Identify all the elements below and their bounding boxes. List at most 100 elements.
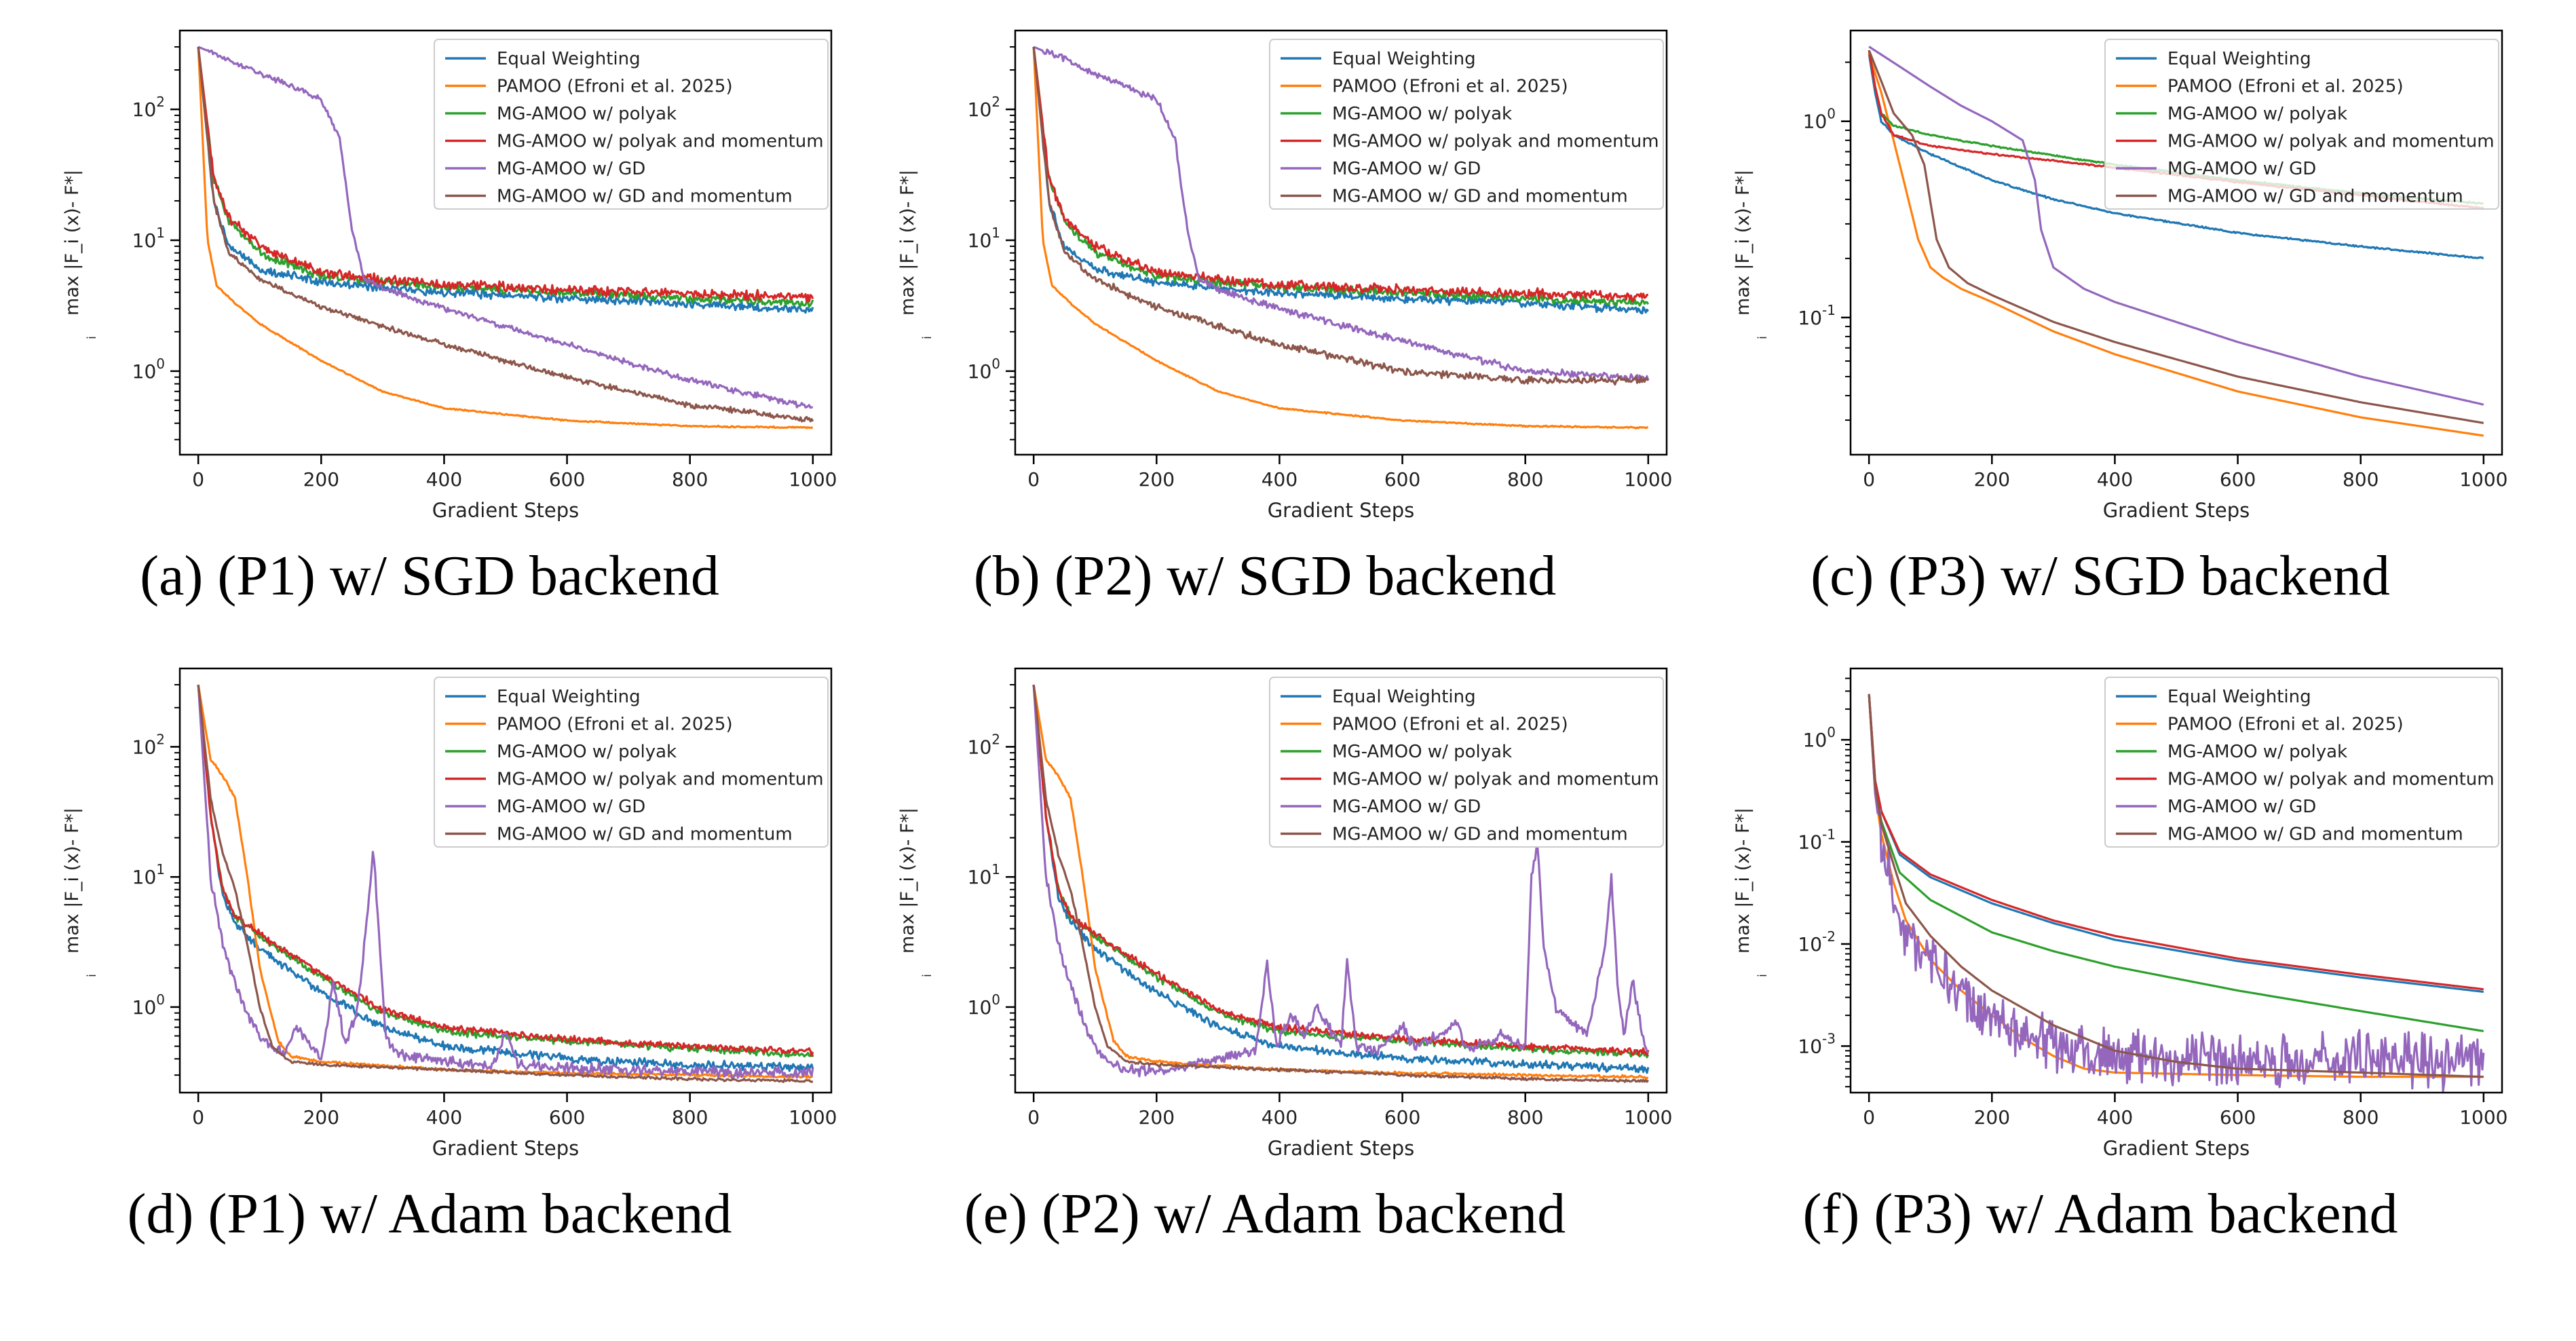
- series-line-mg-amoo-w-gd: [1868, 45, 2484, 406]
- legend-label-mg-amoo-w-polyak-and-momentum: MG-AMOO w/ polyak and momentum: [2167, 132, 2495, 152]
- x-tick-label: 400: [1262, 1106, 1298, 1129]
- x-tick-label: 400: [426, 468, 462, 491]
- legend-box: [434, 39, 829, 210]
- x-tick-label: 200: [303, 1106, 339, 1129]
- caption-e: (e) (P2) w/ Adam backend: [964, 1182, 1566, 1245]
- x-tick-label: 600: [549, 1106, 585, 1129]
- series-line-pamoo-efroni-et-al-2025: [197, 684, 813, 1080]
- caption-a: (a) (P1) w/ SGD backend: [140, 544, 719, 607]
- x-tick-label: 200: [1974, 1106, 2010, 1129]
- y-axis-label-text: max |F_i (x)- F*|: [62, 808, 83, 953]
- legend-label-equal-weighting: Equal Weighting: [2167, 687, 2311, 707]
- legend-label-mg-amoo-w-gd-and-momentum: MG-AMOO w/ GD and momentum: [2167, 187, 2463, 207]
- series-group: [197, 684, 814, 1083]
- legend-label-pamoo-efroni-et-al-2025: PAMOO (Efroni et al. 2025): [1332, 715, 1568, 735]
- legend-label-equal-weighting: Equal Weighting: [1332, 687, 1476, 707]
- x-tick-label: 600: [1384, 468, 1420, 491]
- y-tick-label: 10-1: [1798, 827, 1836, 854]
- x-tick-label: 0: [192, 1106, 204, 1129]
- series-line-equal-weighting: [1868, 694, 2484, 994]
- legend-label-mg-amoo-w-polyak-and-momentum: MG-AMOO w/ polyak and momentum: [1332, 132, 1659, 152]
- y-tick-label: 10-3: [1798, 1030, 1836, 1057]
- x-tick-label: 400: [426, 1106, 462, 1129]
- x-tick-label: 200: [303, 468, 339, 491]
- y-axis-label-sub: i: [85, 336, 99, 339]
- x-tick-label: 1000: [789, 468, 837, 491]
- legend-box: [2104, 39, 2499, 210]
- x-tick-label: 800: [2343, 468, 2379, 491]
- caption-c: (c) (P3) w/ SGD backend: [1811, 544, 2390, 607]
- legend-label-pamoo-efroni-et-al-2025: PAMOO (Efroni et al. 2025): [1332, 77, 1568, 97]
- x-tick-label: 1000: [1624, 1106, 1672, 1129]
- x-tick-label: 200: [1974, 468, 2010, 491]
- y-tick-label: 102: [968, 731, 1000, 758]
- y-axis-label-text: max |F_i (x)- F*|: [1732, 170, 1754, 316]
- x-axis-label: Gradient Steps: [432, 499, 580, 522]
- series-line-mg-amoo-w-polyak-and-momentum: [1868, 694, 2484, 991]
- legend-label-pamoo-efroni-et-al-2025: PAMOO (Efroni et al. 2025): [2167, 77, 2404, 97]
- series-line-mg-amoo-w-gd-and-momentum: [1032, 684, 1650, 1083]
- y-axis-label-sub: i: [1756, 336, 1770, 339]
- caption-f: (f) (P3) w/ Adam backend: [1802, 1182, 2398, 1245]
- x-tick-label: 800: [672, 468, 708, 491]
- panel-b: 100 101 102 0 200 400 600 800 1000 Gradient Steps…: [835, 0, 1694, 670]
- legend-label-equal-weighting: Equal Weighting: [1332, 49, 1476, 69]
- y-axis-label-sub: i: [1756, 974, 1770, 977]
- y-tick-label: 100: [968, 991, 1000, 1019]
- series-group: [197, 45, 814, 430]
- y-tick-label: 101: [968, 861, 1000, 888]
- x-tick-label: 800: [1507, 1106, 1543, 1129]
- y-axis-label: max |F_i (x)- F*| i: [1732, 808, 1770, 977]
- chart-d: 100 101 102 0 200 400 600 800 1000 Gradient Steps…: [62, 667, 837, 1160]
- y-tick-label: 101: [968, 225, 1000, 252]
- legend-label-mg-amoo-w-gd-and-momentum: MG-AMOO w/ GD and momentum: [497, 187, 793, 207]
- x-tick-label: 0: [1863, 468, 1875, 491]
- y-tick-label: 100: [132, 356, 165, 383]
- legend-box: [1269, 677, 1664, 848]
- x-axis-label: Gradient Steps: [432, 1137, 580, 1160]
- y-tick-label: 10-2: [1798, 928, 1836, 956]
- x-tick-label: 1000: [1624, 468, 1672, 491]
- legend-box: [2104, 677, 2499, 848]
- y-tick-label: 10-1: [1798, 302, 1836, 329]
- y-axis-label-sub: i: [920, 336, 934, 339]
- legend-label-mg-amoo-w-polyak-and-momentum: MG-AMOO w/ polyak and momentum: [497, 132, 824, 152]
- series-line-equal-weighting: [197, 46, 814, 314]
- plot-frame: [178, 667, 833, 1094]
- series-line-mg-amoo-w-gd: [1033, 45, 1650, 381]
- series-line-mg-amoo-w-gd: [1868, 694, 2485, 1093]
- y-tick-label: 102: [968, 94, 1000, 121]
- plot-frame: [1849, 667, 2503, 1094]
- x-tick-label: 600: [549, 468, 585, 491]
- series-line-mg-amoo-w-gd-and-momentum: [1032, 46, 1649, 386]
- y-axis-label-text: max |F_i (x)- F*|: [1732, 808, 1754, 953]
- chart-b: 100 101 102 0 200 400 600 800 1000 Gradient Steps…: [897, 29, 1672, 522]
- plot-frame: [1014, 29, 1668, 456]
- legend-label-mg-amoo-w-polyak: MG-AMOO w/ polyak: [2167, 104, 2347, 124]
- x-tick-label: 1000: [789, 1106, 837, 1129]
- series-group: [1032, 684, 1650, 1083]
- x-axis-label: Gradient Steps: [1268, 499, 1415, 522]
- legend-box: [1269, 39, 1664, 210]
- y-tick-label: 102: [132, 731, 165, 758]
- legend-label-mg-amoo-w-gd: MG-AMOO w/ GD: [1332, 159, 1481, 179]
- legend-label-mg-amoo-w-polyak-and-momentum: MG-AMOO w/ polyak and momentum: [497, 770, 824, 790]
- series-line-mg-amoo-w-gd: [197, 684, 814, 1079]
- legend-label-mg-amoo-w-polyak-and-momentum: MG-AMOO w/ polyak and momentum: [1332, 770, 1659, 790]
- legend-label-mg-amoo-w-polyak: MG-AMOO w/ polyak: [497, 104, 677, 124]
- x-tick-label: 1000: [2459, 1106, 2507, 1129]
- x-tick-label: 600: [2220, 1106, 2256, 1129]
- legend-label-mg-amoo-w-polyak: MG-AMOO w/ polyak: [1332, 742, 1512, 762]
- x-tick-label: 1000: [2459, 468, 2507, 491]
- panel-f: 10-3 10-2 10-1 100 0 200 400 600 800 1000 Gradient…: [1671, 638, 2530, 1308]
- legend-label-equal-weighting: Equal Weighting: [2167, 49, 2311, 69]
- x-tick-label: 400: [2097, 468, 2133, 491]
- series-line-mg-amoo-w-polyak: [1032, 46, 1650, 307]
- y-tick-label: 100: [1803, 724, 1836, 751]
- series-line-mg-amoo-w-gd-and-momentum: [1868, 50, 2484, 424]
- chart-a: 100 101 102 0 200 400 600 800 1000 Gradient Steps…: [62, 29, 837, 522]
- y-axis-label-sub: i: [920, 974, 934, 977]
- series-group: [1868, 694, 2485, 1093]
